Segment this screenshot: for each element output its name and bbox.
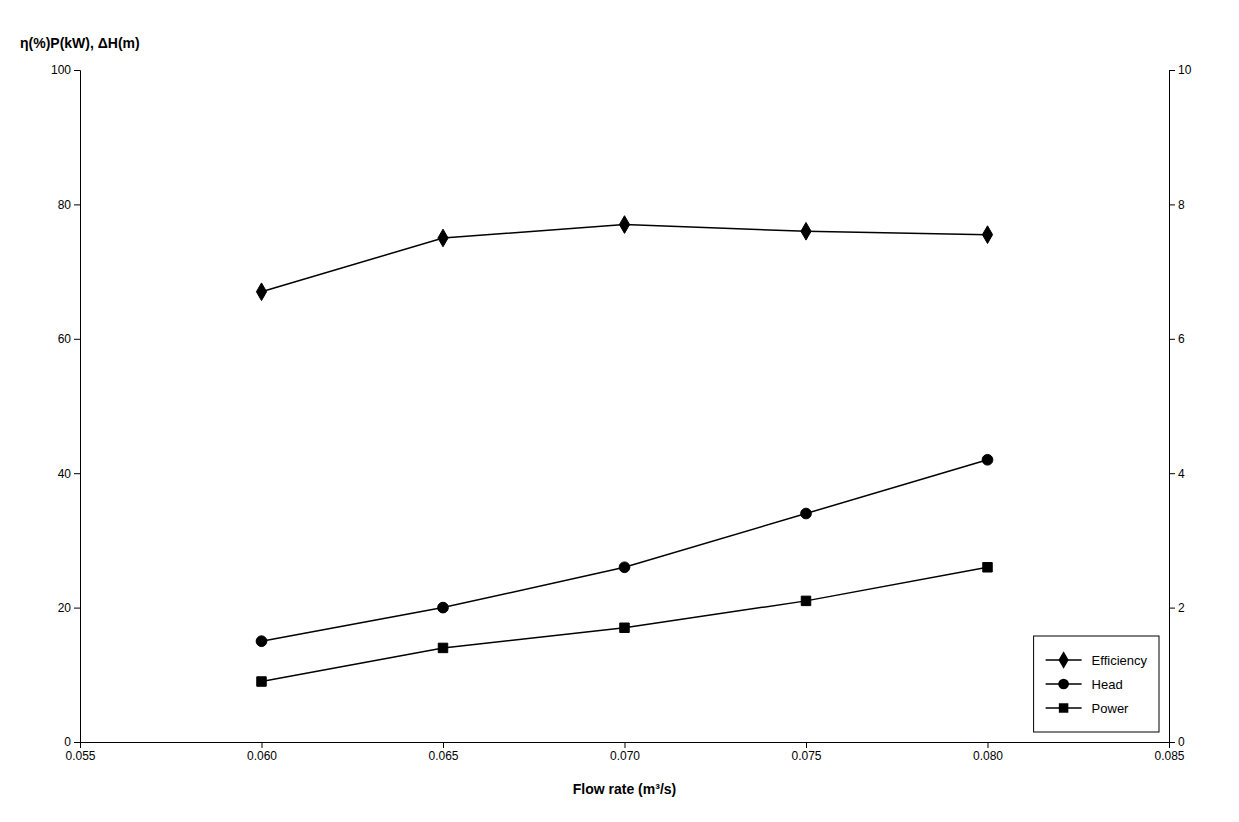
marks — [256, 216, 993, 687]
point — [801, 596, 810, 605]
tick: 0 — [64, 735, 80, 749]
tick-mark — [74, 608, 80, 609]
point — [619, 216, 629, 234]
tick-label: 0.060 — [247, 749, 277, 763]
tick-mark — [74, 473, 80, 474]
tick-label: 0.080 — [973, 749, 1003, 763]
tick-mark — [1169, 473, 1175, 474]
tick: 10 — [1169, 63, 1192, 77]
tick-mark — [625, 742, 626, 748]
y-axis-label: η(%)P(kW), ΔH(m) — [20, 35, 140, 51]
legend-swatch-marker — [1058, 679, 1069, 690]
y-axis: 0 20 40 60 80 100 — [51, 63, 81, 749]
tick: 0.060 — [247, 742, 277, 763]
tick-label: 10 — [1178, 63, 1192, 77]
legend-entry: Efficiency — [1046, 651, 1148, 669]
tick: 0.070 — [610, 742, 640, 763]
plot: 0.0550.0600.0650.0700.0750.0800.08502040… — [20, 35, 1192, 797]
legend-swatch-marker — [1058, 651, 1068, 669]
legend: Efficiency Head Power — [1034, 636, 1159, 732]
tick-label: 80 — [58, 198, 72, 212]
series-line — [262, 225, 988, 292]
legend-label: Efficiency — [1092, 653, 1148, 668]
tick: 0.065 — [428, 742, 458, 763]
tick-mark — [1169, 608, 1175, 609]
axis-line — [81, 743, 1170, 749]
tick: 0.080 — [973, 742, 1003, 763]
tick-label: 40 — [58, 467, 72, 481]
tick-label: 0.070 — [610, 749, 640, 763]
tick: 0.075 — [791, 742, 821, 763]
series-line — [262, 567, 988, 681]
point — [801, 508, 812, 519]
tick-mark — [1169, 742, 1175, 743]
tick: 8 — [1169, 198, 1185, 212]
point — [801, 222, 811, 240]
tick-label: 0.065 — [428, 749, 458, 763]
tick-mark — [806, 742, 807, 748]
tick-mark — [74, 339, 80, 340]
tick-label: 100 — [51, 63, 71, 77]
tick-mark — [443, 742, 444, 748]
tick-label: 20 — [58, 601, 72, 615]
tick-label: 2 — [1178, 601, 1185, 615]
tick-mark — [988, 742, 989, 748]
tick-mark — [74, 204, 80, 205]
point — [982, 226, 992, 244]
tick: 0 — [1169, 735, 1185, 749]
point — [438, 643, 447, 652]
x-axis: 0.055 0.060 0.065 0.070 0.075 0.080 0.085 — [65, 742, 1184, 763]
tick-mark — [74, 70, 80, 71]
tick: 20 — [58, 601, 80, 615]
tick-label: 8 — [1178, 198, 1185, 212]
tick-label: 0.075 — [791, 749, 821, 763]
legend-swatch-marker — [1059, 703, 1068, 712]
series-line — [262, 460, 988, 641]
tick-mark — [262, 742, 263, 748]
legend-label: Head — [1092, 677, 1123, 692]
tick: 100 — [51, 63, 80, 77]
point — [438, 602, 449, 613]
point — [983, 563, 992, 572]
tick: 60 — [58, 332, 80, 346]
tick-label: 60 — [58, 332, 72, 346]
tick-label: 0.055 — [65, 749, 95, 763]
tick-mark — [1169, 204, 1175, 205]
tick-label: 4 — [1178, 467, 1185, 481]
point — [619, 562, 630, 573]
point — [256, 283, 266, 301]
tick: 2 — [1169, 601, 1185, 615]
legend-entry: Head — [1046, 677, 1123, 692]
point — [256, 636, 267, 647]
axis-line — [74, 71, 81, 743]
legend-entry: Power — [1046, 701, 1130, 716]
point — [620, 623, 629, 632]
chart: 0.0550.0600.0650.0700.0750.0800.08502040… — [0, 0, 1239, 822]
point — [438, 229, 448, 247]
tick-mark — [1169, 70, 1175, 71]
x-axis-label: Flow rate (m³/s) — [573, 781, 676, 797]
point — [982, 454, 993, 465]
tick-mark — [74, 742, 80, 743]
tick-label: 0 — [1178, 735, 1185, 749]
axis-line — [1170, 71, 1176, 743]
tick-label: 0.085 — [1154, 749, 1184, 763]
tick: 80 — [58, 198, 80, 212]
legend-frame — [1034, 636, 1159, 732]
y2-axis: 0 2 4 6 8 10 — [1169, 63, 1192, 749]
tick: 40 — [58, 467, 80, 481]
tick-label: 0 — [64, 735, 71, 749]
tick-label: 6 — [1178, 332, 1185, 346]
tick: 6 — [1169, 332, 1185, 346]
legend-label: Power — [1092, 701, 1130, 716]
tick-mark — [1169, 339, 1175, 340]
tick: 4 — [1169, 467, 1185, 481]
point — [257, 677, 266, 686]
